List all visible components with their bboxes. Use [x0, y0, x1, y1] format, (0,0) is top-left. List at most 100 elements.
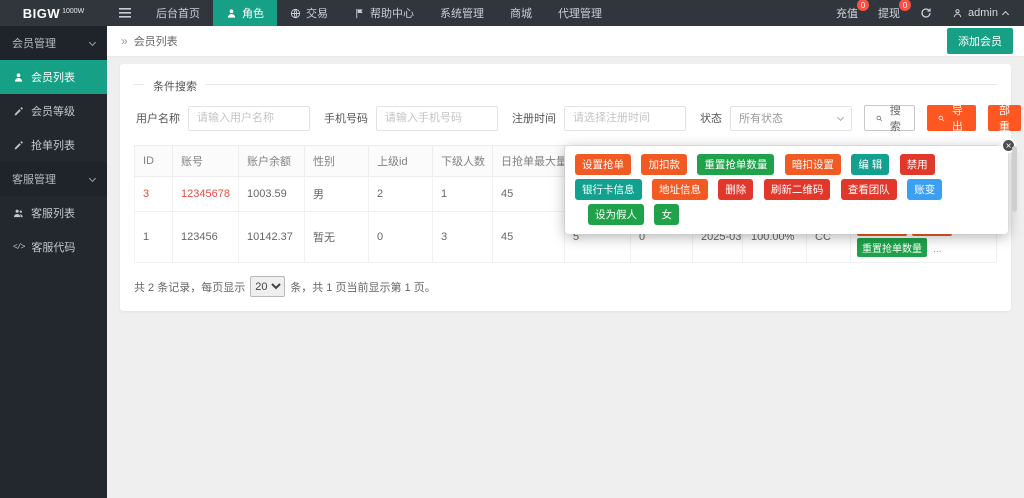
breadcrumb-chevrons-icon: » [121, 34, 128, 48]
users-icon [13, 209, 23, 217]
per-page-select[interactable]: 20 [250, 276, 286, 297]
sidebar-item-label: 客服列表 [31, 208, 75, 220]
add-member-button[interactable]: 添加会员 [947, 28, 1013, 54]
export-button-label: 导 出 [951, 105, 963, 133]
sidebar-item-service-list[interactable]: 客服列表 [0, 196, 107, 230]
search-form: 用户名称 手机号码 注册时间 状态 所有状态 搜 索 [134, 89, 1021, 149]
sidebar-item-service-code[interactable]: </> 客服代码 [0, 230, 107, 264]
sidebar-item-member-list[interactable]: 会员列表 [0, 60, 107, 94]
nav-label: 系统管理 [440, 8, 484, 20]
sidebar-item-member-level[interactable]: 会员等级 [0, 94, 107, 128]
status-value: 所有状态 [739, 113, 783, 125]
breadcrumb-label: 会员列表 [133, 36, 178, 48]
status-select[interactable]: 所有状态 [730, 105, 852, 131]
action-set-grab-button[interactable]: 设置抢单 [575, 154, 631, 175]
recharge-link[interactable]: 充值 0 [836, 0, 870, 21]
popup-row1: 设置抢单 加扣款 重置抢单数量 暗扣设置 编 辑 禁用 银行卡信息 地址信息 删… [572, 152, 1001, 202]
username-input[interactable] [188, 105, 310, 131]
globe-icon [290, 8, 301, 18]
action-account-change-button[interactable]: 账变 [907, 179, 943, 200]
cell-daily-max: 45 [492, 211, 565, 263]
action-reset-grab-count-button[interactable]: 重置抢单数量 [697, 154, 775, 175]
cell-subordinates: 3 [432, 211, 493, 263]
cell-id[interactable]: 3 [134, 176, 173, 212]
action-set-fake-user-button[interactable]: 设为假人 [588, 204, 644, 225]
action-add-deduct-button[interactable]: 加扣款 [641, 154, 687, 175]
sidebar-item-label: 会员列表 [31, 72, 75, 84]
logo-text: BIGW [22, 5, 61, 21]
nav-item-help-center[interactable]: 帮助中心 [341, 0, 427, 26]
chevron-up-icon [1001, 10, 1010, 18]
nav-item-system[interactable]: 系统管理 [427, 0, 497, 26]
nav-item-mall[interactable]: 商城 [497, 0, 545, 26]
col-subordinates: 下级人数 [432, 145, 493, 177]
sidebar-item-label: 会员等级 [31, 106, 75, 118]
hamburger-icon[interactable] [107, 0, 143, 26]
action-more-button[interactable]: ... [933, 244, 942, 255]
search-legend: 条件搜索 [144, 81, 206, 93]
nav-item-roles[interactable]: 角色 [213, 0, 277, 26]
cell-parent-id: 0 [368, 211, 433, 263]
nav-item-home[interactable]: 后台首页 [143, 0, 213, 26]
action-disable-button[interactable]: 禁用 [899, 154, 935, 175]
withdraw-badge: 0 [899, 0, 912, 11]
code-icon: </> [13, 242, 25, 252]
logo-badge: 1000W [62, 7, 85, 15]
regtime-group: 注册时间 [510, 105, 686, 131]
chevron-down-icon [88, 174, 97, 182]
action-view-team-button[interactable]: 查看团队 [840, 179, 897, 200]
user-icon [227, 8, 236, 18]
action-reset-grab-count-button[interactable]: 重置抢单数量 [857, 238, 927, 257]
withdraw-label: 提现 [878, 8, 901, 20]
user-icon [14, 72, 23, 82]
username-group: 用户名称 [134, 105, 310, 131]
cell-account[interactable]: 12345678 [172, 176, 239, 212]
regtime-input[interactable] [564, 105, 686, 131]
col-parent-id: 上级id [368, 145, 433, 177]
group-label: 客服管理 [12, 174, 56, 186]
action-refresh-qrcode-button[interactable]: 刷新二维码 [763, 179, 831, 200]
action-bank-card-button[interactable]: 银行卡信息 [575, 179, 642, 200]
nav-label: 后台首页 [156, 8, 200, 20]
withdraw-link[interactable]: 提现 0 [878, 0, 912, 21]
user-menu[interactable]: admin [952, 7, 1010, 19]
col-balance: 账户余额 [238, 145, 305, 177]
username-label: admin [968, 7, 998, 19]
reset-button[interactable]: 全部重置 [988, 89, 1021, 149]
close-icon[interactable]: × [1001, 138, 1016, 153]
logo[interactable]: BIGW 1000W [0, 0, 107, 26]
sidebar-group-service[interactable]: 客服管理 [0, 162, 107, 196]
action-delete-button[interactable]: 删除 [718, 179, 754, 200]
sidebar-group-members[interactable]: 会员管理 [0, 26, 107, 60]
pagination-suffix: 条，共 1 页当前显示第 1 页。 [290, 281, 436, 294]
scrollbar[interactable] [1012, 146, 1017, 212]
pencil-icon [14, 106, 23, 115]
sidebar-item-order-list[interactable]: 抢单列表 [0, 128, 107, 162]
cell-subordinates: 1 [432, 176, 493, 212]
col-gender: 性别 [304, 145, 369, 177]
sidebar: 会员管理 会员列表 会员等级 抢单列表 客服管理 客服列表 </> 客服代码 [0, 26, 107, 498]
username-label: 用户名称 [136, 113, 180, 125]
search-button[interactable]: 搜 索 [864, 105, 915, 133]
nav-item-agent[interactable]: 代理管理 [545, 0, 615, 26]
phone-input[interactable] [376, 105, 498, 131]
chevron-down-icon [836, 113, 845, 121]
action-edit-button[interactable]: 编 辑 [851, 154, 890, 175]
breadcrumb: » 会员列表 [121, 33, 178, 49]
chevron-down-icon [88, 38, 97, 46]
nav-label: 代理管理 [558, 8, 602, 20]
phone-label: 手机号码 [324, 113, 368, 125]
user-icon [953, 8, 962, 17]
action-gender-female-button[interactable]: 女 [654, 204, 679, 225]
row-actions-popup: 设置抢单 加扣款 重置抢单数量 暗扣设置 编 辑 禁用 银行卡信息 地址信息 删… [565, 138, 1016, 234]
action-hidden-deduct-button[interactable]: 暗扣设置 [784, 154, 841, 175]
action-address-button[interactable]: 地址信息 [651, 179, 708, 200]
cell-parent-id: 2 [368, 176, 433, 212]
cell-gender: 男 [304, 176, 369, 212]
pagination: 共 2 条记录，每页显示 20 条，共 1 页当前显示第 1 页。 [134, 276, 997, 297]
export-button[interactable]: 导 出 [927, 105, 976, 133]
refresh-icon[interactable] [920, 7, 932, 19]
pagination-prefix: 共 2 条记录，每页显示 [134, 281, 246, 294]
nav-item-trade[interactable]: 交易 [277, 0, 341, 26]
